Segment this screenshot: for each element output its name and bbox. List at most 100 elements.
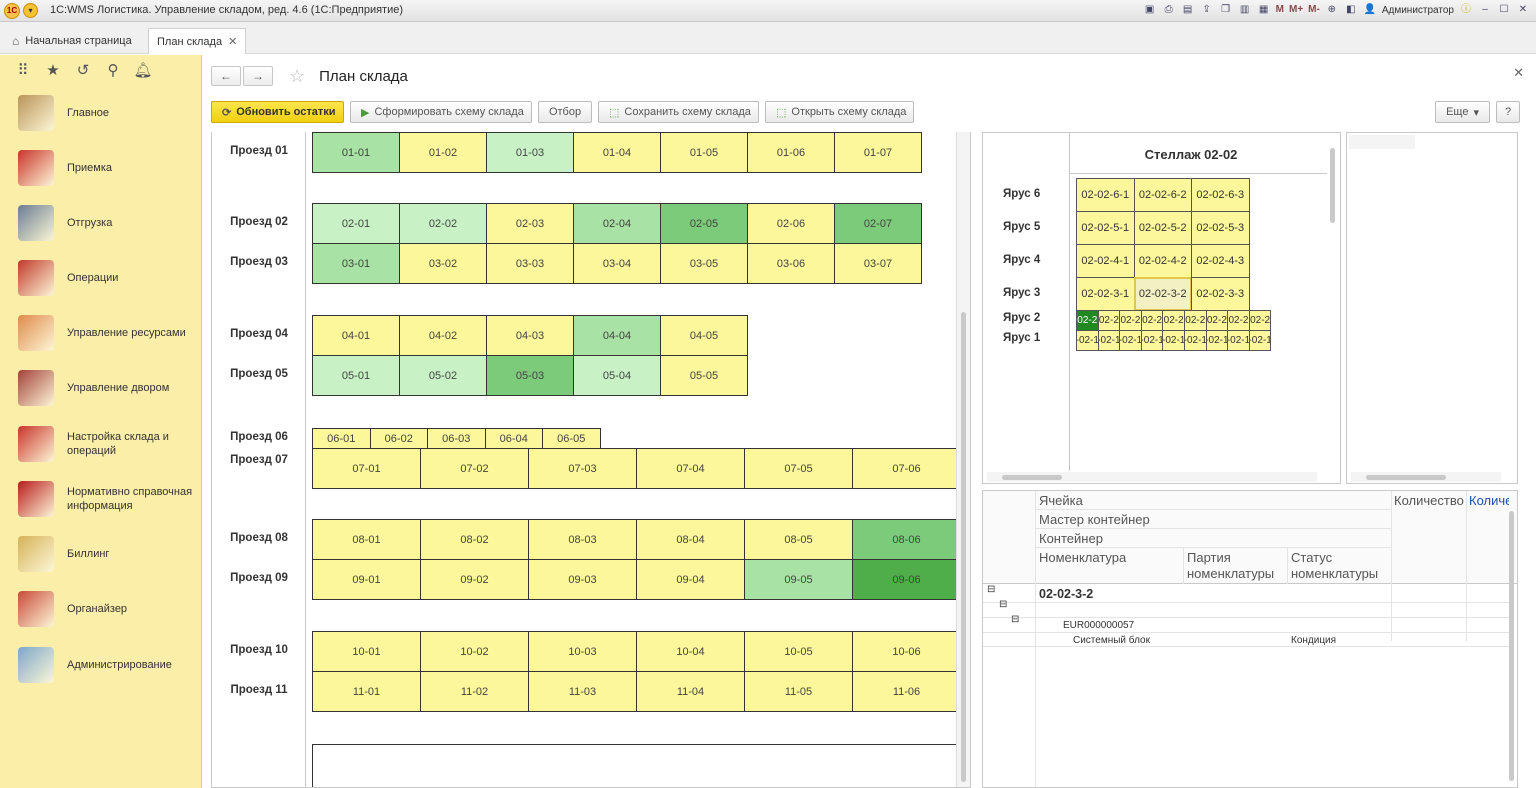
- sidebar-item[interactable]: Биллинг: [0, 526, 202, 581]
- sidebar-item[interactable]: Нормативно справочная информация: [0, 471, 202, 526]
- plan-cell[interactable]: 10-01: [312, 631, 421, 672]
- plan-cell[interactable]: 02-01: [312, 203, 400, 244]
- sidebar-item[interactable]: Администрирование: [0, 637, 202, 692]
- plan-cell[interactable]: 05-02: [399, 355, 487, 396]
- tab-warehouse-plan[interactable]: План склада ✕: [148, 28, 247, 54]
- plan-cell[interactable]: 02-03: [486, 203, 574, 244]
- plan-cell[interactable]: 03-06: [747, 243, 835, 284]
- rack-cell[interactable]: 02-02-6-2: [1133, 178, 1192, 212]
- build-scheme-button[interactable]: ▶ Сформировать схему склада: [350, 101, 532, 123]
- rack-cell[interactable]: 02-2: [1184, 310, 1207, 331]
- sidebar-item[interactable]: Органайзер: [0, 581, 202, 636]
- collapse-icon[interactable]: ⊟: [1011, 614, 1020, 625]
- rack-cell[interactable]: 02-2: [1119, 310, 1142, 331]
- save-icon[interactable]: ▣: [1144, 4, 1155, 15]
- plan-cell[interactable]: 01-02: [399, 132, 487, 173]
- save-scheme-button[interactable]: ⬚ Сохранить схему склада: [598, 101, 759, 123]
- rack-cell[interactable]: 02-02-3-2: [1133, 277, 1192, 311]
- rack-cell[interactable]: 02-2: [1248, 310, 1272, 331]
- plan-cell[interactable]: 08-05: [744, 519, 853, 560]
- rack-cell[interactable]: -02-1: [1119, 330, 1142, 351]
- plan-cell[interactable]: 01-06: [747, 132, 835, 173]
- plan-cell[interactable]: 07-03: [528, 448, 637, 489]
- plan-cell[interactable]: 09-03: [528, 559, 637, 600]
- side-horizontal-scrollbar[interactable]: [1351, 472, 1501, 482]
- rack-cell[interactable]: -02-1: [1097, 330, 1121, 351]
- rack-cell[interactable]: 02-02-5-1: [1076, 211, 1135, 245]
- plan-cell[interactable]: 03-01: [312, 243, 400, 284]
- rack-cell[interactable]: 02-02-5-3: [1191, 211, 1250, 245]
- col-container[interactable]: Контейнер: [1039, 531, 1103, 546]
- plan-cell[interactable]: 06-04: [484, 428, 543, 449]
- plan-vertical-scrollbar[interactable]: [956, 132, 970, 787]
- rack-cell[interactable]: 02-02-6-3: [1191, 178, 1250, 212]
- plan-cell[interactable]: 11-04: [636, 671, 745, 712]
- plan-cell[interactable]: 07-06: [852, 448, 961, 489]
- favorites-star-icon[interactable]: ★: [46, 62, 60, 79]
- rack-cell[interactable]: 02-02-3-3: [1191, 277, 1250, 311]
- plan-cell[interactable]: 07-01: [312, 448, 421, 489]
- plan-cell[interactable]: 01-07: [834, 132, 922, 173]
- compare-icon[interactable]: ▥: [1239, 4, 1250, 15]
- forward-button[interactable]: →: [243, 66, 273, 86]
- col-cell[interactable]: Ячейка: [1039, 493, 1083, 508]
- maximize-icon[interactable]: ☐: [1499, 4, 1509, 15]
- plan-cell[interactable]: 03-02: [399, 243, 487, 284]
- rack-cell[interactable]: 02-02-5-2: [1133, 211, 1192, 245]
- rack-cell[interactable]: 02-2: [1140, 310, 1164, 331]
- close-window-icon[interactable]: ✕: [1518, 4, 1528, 15]
- zoom-icon[interactable]: ⊕: [1327, 4, 1337, 15]
- plan-cell[interactable]: 05-04: [573, 355, 661, 396]
- plan-cell[interactable]: 11-01: [312, 671, 421, 712]
- plan-cell[interactable]: 11-03: [528, 671, 637, 712]
- plan-cell[interactable]: 01-05: [660, 132, 748, 173]
- sidebar-item[interactable]: Главное: [0, 85, 202, 140]
- sidebar-item[interactable]: Операции: [0, 250, 202, 305]
- plan-cell[interactable]: 08-03: [528, 519, 637, 560]
- rack-cell[interactable]: -02-1: [1184, 330, 1207, 351]
- calendar-icon[interactable]: ▦: [1258, 4, 1269, 15]
- plan-cell[interactable]: 04-04: [573, 315, 661, 356]
- memory-button[interactable]: M: [1275, 4, 1284, 15]
- plan-cell[interactable]: 06-01: [312, 428, 371, 449]
- rack-cell[interactable]: -02-1: [1140, 330, 1164, 351]
- close-tab-icon[interactable]: ✕: [228, 36, 238, 48]
- rack-cell[interactable]: -02-1: [1162, 330, 1185, 351]
- plan-cell[interactable]: 02-07: [834, 203, 922, 244]
- rack-cell[interactable]: 02-2: [1162, 310, 1185, 331]
- plan-cell[interactable]: 09-06: [852, 559, 961, 600]
- plan-cell[interactable]: 08-04: [636, 519, 745, 560]
- col-nomenclature[interactable]: Номенклатура: [1039, 550, 1127, 565]
- plan-cell[interactable]: 03-05: [660, 243, 748, 284]
- plan-cell[interactable]: 10-03: [528, 631, 637, 672]
- col-quantity[interactable]: Количество: [1394, 493, 1464, 508]
- rack-cell[interactable]: 02-2: [1227, 310, 1250, 331]
- memory-plus-button[interactable]: M+: [1289, 4, 1304, 15]
- collapse-icon[interactable]: ⊟: [987, 584, 996, 595]
- plan-cell[interactable]: 03-03: [486, 243, 574, 284]
- details-scroll-thumb[interactable]: [1509, 511, 1514, 781]
- plan-cell[interactable]: 05-01: [312, 355, 400, 396]
- rack-cell[interactable]: -02-1: [1076, 330, 1099, 351]
- panels-icon[interactable]: ◧: [1346, 4, 1356, 15]
- row-status-value[interactable]: Кондиция: [1291, 635, 1337, 646]
- plan-cell[interactable]: 02-02: [399, 203, 487, 244]
- rack-cell[interactable]: 02-2: [1076, 310, 1099, 331]
- plan-cell[interactable]: 07-04: [636, 448, 745, 489]
- side-hscroll-thumb[interactable]: [1366, 475, 1446, 480]
- send-icon[interactable]: ⇪: [1202, 4, 1211, 15]
- plan-cell[interactable]: 01-01: [312, 132, 400, 173]
- rack-cell[interactable]: 02-02-4-2: [1133, 244, 1192, 278]
- plan-scroll-thumb[interactable]: [961, 312, 966, 782]
- rack-cell[interactable]: -02-1: [1227, 330, 1250, 351]
- col-status[interactable]: Статус номенклатуры: [1291, 550, 1379, 581]
- plan-cell[interactable]: 09-02: [420, 559, 529, 600]
- plan-cell[interactable]: 09-01: [312, 559, 421, 600]
- sidebar-item[interactable]: Управление ресурсами: [0, 305, 202, 360]
- plan-cell[interactable]: 10-02: [420, 631, 529, 672]
- sidebar-item[interactable]: Настройка склада и операций: [0, 416, 202, 471]
- back-button[interactable]: ←: [211, 66, 241, 86]
- memory-minus-button[interactable]: M-: [1308, 4, 1320, 15]
- rack-cell[interactable]: 02-02-4-3: [1191, 244, 1250, 278]
- plan-cell[interactable]: 08-02: [420, 519, 529, 560]
